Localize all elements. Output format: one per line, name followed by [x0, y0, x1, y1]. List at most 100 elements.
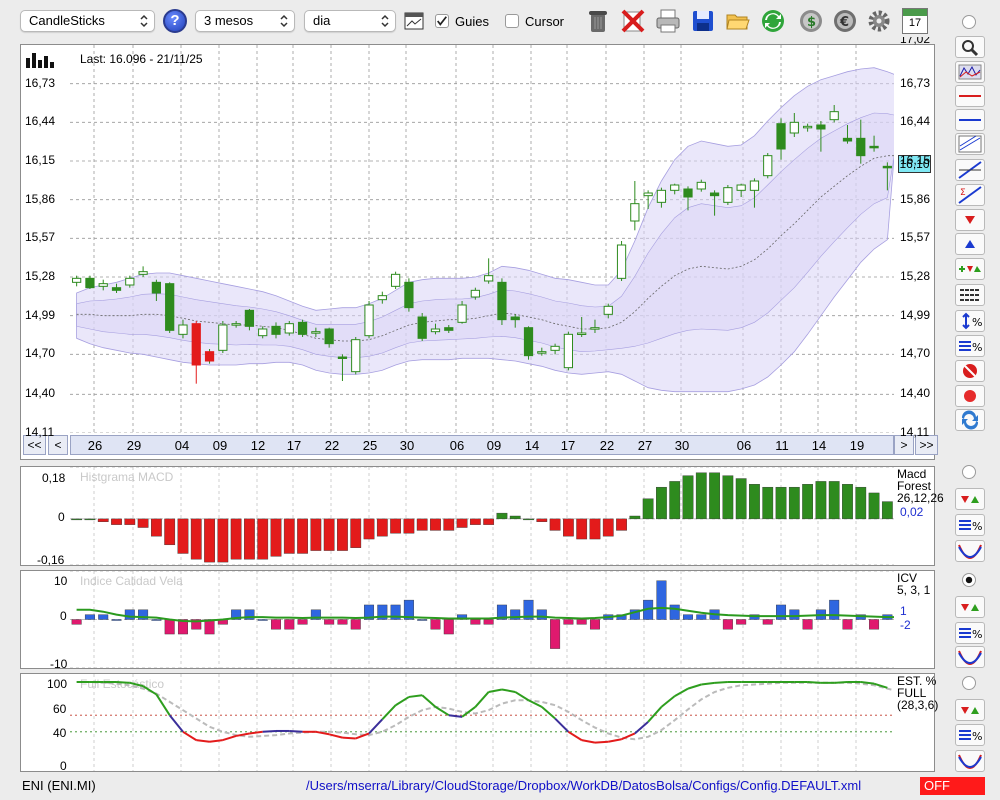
macd-histogram[interactable] — [70, 467, 894, 565]
delete-icon[interactable] — [620, 8, 646, 34]
print-icon[interactable] — [655, 8, 681, 34]
nav-next-button[interactable]: > — [894, 435, 914, 455]
icv-percent-lines-button[interactable]: % — [955, 622, 985, 644]
candle-body — [284, 323, 294, 334]
arrows-updown-icon-shape — [971, 496, 979, 503]
price-y-tick-left: 15,57 — [25, 230, 56, 245]
candle-body — [696, 181, 706, 190]
stoch-percent-lines-button[interactable]: % — [955, 724, 985, 746]
candle-body — [351, 339, 361, 373]
nav-last-button[interactable]: >> — [915, 435, 938, 455]
list-lines-button[interactable] — [955, 284, 985, 306]
currency-dollar-icon[interactable]: $ — [798, 8, 824, 34]
chart-type-button[interactable] — [955, 61, 985, 83]
currency-euro-icon[interactable]: € — [832, 8, 858, 34]
bar-chart-icon[interactable] — [24, 50, 56, 70]
stop-button[interactable] — [955, 360, 985, 382]
percent-range-button[interactable]: % — [955, 310, 985, 332]
icv-chart[interactable] — [70, 571, 894, 668]
nav-prev-button[interactable]: < — [48, 435, 68, 455]
macd-percent-lines-button[interactable]: % — [955, 514, 985, 536]
icv-bar — [470, 619, 481, 625]
save-icon[interactable] — [690, 8, 716, 34]
candle-body — [178, 324, 188, 335]
macd-oscillator-curve-button[interactable] — [955, 540, 985, 562]
arrow-up-button[interactable] — [955, 233, 985, 255]
horizontal-line-red-button[interactable] — [955, 85, 985, 107]
record-button[interactable] — [955, 385, 985, 407]
arrow-down-icon-shape — [965, 216, 975, 224]
candle-body — [856, 137, 866, 157]
candle-body — [191, 323, 201, 366]
help-button[interactable]: ? — [163, 9, 187, 33]
arrow-down-button[interactable] — [955, 209, 985, 231]
channel-button[interactable] — [955, 133, 985, 155]
macd-bar — [71, 518, 83, 521]
stoch-k-segment — [222, 734, 237, 742]
icv-bar — [284, 619, 295, 630]
macd-panel-radio[interactable] — [962, 465, 976, 479]
horizontal-line-blue-button[interactable] — [955, 109, 985, 131]
calendar-icon[interactable]: 17 — [902, 8, 928, 34]
percent-lines-icon-shape: % — [972, 341, 982, 354]
main-panel-radio[interactable] — [962, 15, 976, 29]
refresh-icon[interactable] — [760, 8, 786, 34]
trash-icon[interactable] — [585, 8, 611, 34]
stoch-k-segment — [621, 732, 636, 741]
open-folder-icon[interactable] — [725, 8, 751, 34]
candle-body — [470, 289, 480, 298]
stoch-y-tick: 60 — [53, 702, 67, 716]
macd-bar — [297, 518, 308, 554]
price-chart[interactable] — [70, 45, 894, 433]
add-arrows-button[interactable] — [955, 258, 985, 280]
zoom-button[interactable] — [955, 36, 985, 58]
period-select[interactable]: 3 mesos — [195, 10, 295, 32]
trendline-button[interactable] — [955, 159, 985, 181]
candle-body — [802, 125, 813, 129]
percent-lines-icon-shape — [959, 628, 971, 638]
macd-value: 0,02 — [900, 505, 924, 519]
percent-lines-icon-shape: % — [972, 730, 982, 743]
macd-bar — [549, 518, 561, 531]
stochastic-chart[interactable] — [70, 674, 894, 771]
percent-lines-icon-shape — [959, 341, 971, 351]
arrows-updown-icon-shape — [971, 707, 979, 714]
macd-bar — [709, 472, 720, 520]
channel-icon-shape — [959, 135, 981, 151]
icv-bar — [310, 609, 321, 620]
price-y-tick-left: 14,70 — [25, 346, 56, 361]
off-badge[interactable]: OFF — [920, 777, 985, 795]
icv-name: ICV — [897, 571, 918, 585]
swap-icon — [961, 410, 979, 430]
macd-bar — [443, 518, 455, 531]
date-tick-label: 30 — [399, 438, 415, 453]
cursor-checkbox[interactable] — [505, 14, 519, 28]
settings-gear-icon[interactable] — [866, 8, 892, 34]
stoch-arrows-updown-button[interactable] — [955, 699, 985, 721]
macd-bar — [576, 518, 588, 540]
macd-arrows-updown-button[interactable] — [955, 488, 985, 510]
chart-type-select[interactable]: CandleSticks — [20, 10, 155, 32]
icv-y-tick: 0 — [60, 609, 67, 623]
icv-panel-radio[interactable] — [962, 573, 976, 587]
date-axis[interactable]: 26 29 04 09 12 17 22 25 30 06 09 14 17 22 27 30 06 11 14 19 — [70, 435, 894, 455]
swap-button[interactable] — [955, 409, 985, 431]
nav-first-button[interactable]: << — [23, 435, 46, 455]
candle-body — [231, 323, 241, 326]
stoch-k-segment — [262, 729, 277, 733]
candle-body — [670, 184, 680, 191]
percent-lines-button[interactable]: % — [955, 335, 985, 357]
price-y-tick-left: 14,11 — [25, 425, 55, 439]
icv-value2: -2 — [900, 618, 911, 632]
stoch-oscillator-curve-button[interactable] — [955, 750, 985, 772]
fibonacci-button[interactable]: Σ — [955, 184, 985, 206]
config-path-link[interactable]: /Users/mserra/Library/CloudStorage/Dropb… — [306, 778, 862, 793]
icv-oscillator-curve-button[interactable] — [955, 646, 985, 668]
icv-arrows-updown-button[interactable] — [955, 596, 985, 618]
guides-checkbox[interactable] — [435, 14, 449, 28]
chart-window-icon[interactable] — [404, 11, 424, 31]
stoch-k-segment — [660, 695, 676, 708]
stoch-d-line — [76, 681, 894, 741]
stoch-panel-radio[interactable] — [962, 676, 976, 690]
interval-select[interactable]: dia — [304, 10, 396, 32]
